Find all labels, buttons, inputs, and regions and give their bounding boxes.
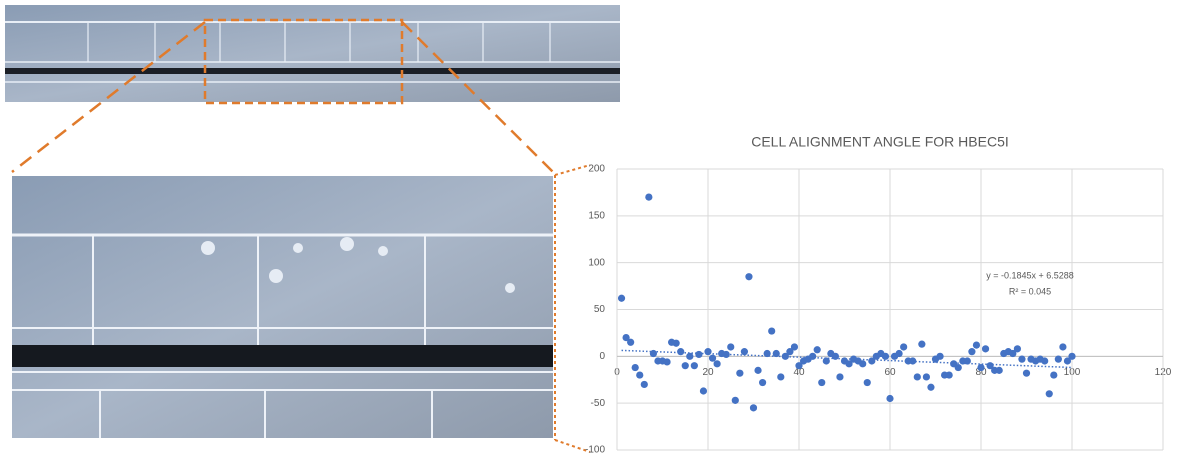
point: [809, 353, 816, 360]
y-tick-label: 150: [588, 210, 605, 221]
point: [732, 397, 739, 404]
trendline-equation: y = -0.1845x + 6.5288: [986, 270, 1074, 280]
point: [1055, 356, 1062, 363]
point: [745, 273, 752, 280]
point: [982, 345, 989, 352]
point: [914, 373, 921, 380]
y-tick-label: 200: [588, 164, 605, 175]
point: [700, 387, 707, 394]
point: [1018, 356, 1025, 363]
point: [682, 362, 689, 369]
point: [1050, 371, 1057, 378]
point: [909, 357, 916, 364]
y-tick-label: -50: [591, 398, 606, 409]
point: [996, 367, 1003, 374]
point: [818, 379, 825, 386]
point: [814, 346, 821, 353]
point: [641, 381, 648, 388]
point: [864, 379, 871, 386]
point: [1041, 357, 1048, 364]
point: [836, 373, 843, 380]
point: [764, 350, 771, 357]
point: [695, 351, 702, 358]
point: [973, 341, 980, 348]
point: [1046, 390, 1053, 397]
point: [1068, 353, 1075, 360]
point: [727, 343, 734, 350]
micrograph-zoom: [12, 176, 553, 438]
point: [750, 404, 757, 411]
point: [946, 371, 953, 378]
point: [1023, 370, 1030, 377]
point: [832, 353, 839, 360]
point: [677, 348, 684, 355]
point: [768, 327, 775, 334]
point: [882, 353, 889, 360]
point: [896, 350, 903, 357]
point: [754, 367, 761, 374]
point: [714, 360, 721, 367]
y-tick-label: -100: [585, 445, 605, 456]
point: [955, 364, 962, 371]
point: [964, 357, 971, 364]
point: [777, 373, 784, 380]
point: [968, 348, 975, 355]
point: [791, 343, 798, 350]
point: [618, 295, 625, 302]
point: [859, 360, 866, 367]
point: [977, 364, 984, 371]
chart-title: CELL ALIGNMENT ANGLE FOR HBEC5I: [751, 134, 1009, 150]
y-tick-label: 0: [599, 351, 605, 362]
point: [1014, 345, 1021, 352]
y-tick-label: 50: [594, 304, 606, 315]
point: [663, 358, 670, 365]
point: [936, 353, 943, 360]
point: [923, 373, 930, 380]
point: [823, 357, 830, 364]
point: [709, 355, 716, 362]
point: [759, 379, 766, 386]
point: [1059, 343, 1066, 350]
point: [927, 384, 934, 391]
point: [704, 348, 711, 355]
point: [686, 353, 693, 360]
point: [627, 339, 634, 346]
point: [900, 343, 907, 350]
point: [736, 370, 743, 377]
point: [773, 350, 780, 357]
point: [650, 350, 657, 357]
point: [691, 362, 698, 369]
point: [636, 371, 643, 378]
point: [645, 194, 652, 201]
point: [741, 348, 748, 355]
y-tick-label: 100: [588, 257, 605, 268]
point: [918, 341, 925, 348]
point: [673, 340, 680, 347]
figure: CELL ALIGNMENT ANGLE FOR HBEC5I -100 -50 0…: [0, 0, 1177, 458]
point: [723, 351, 730, 358]
trendline-r2: R² = 0.045: [1009, 286, 1051, 296]
point: [632, 364, 639, 371]
point: [886, 395, 893, 402]
